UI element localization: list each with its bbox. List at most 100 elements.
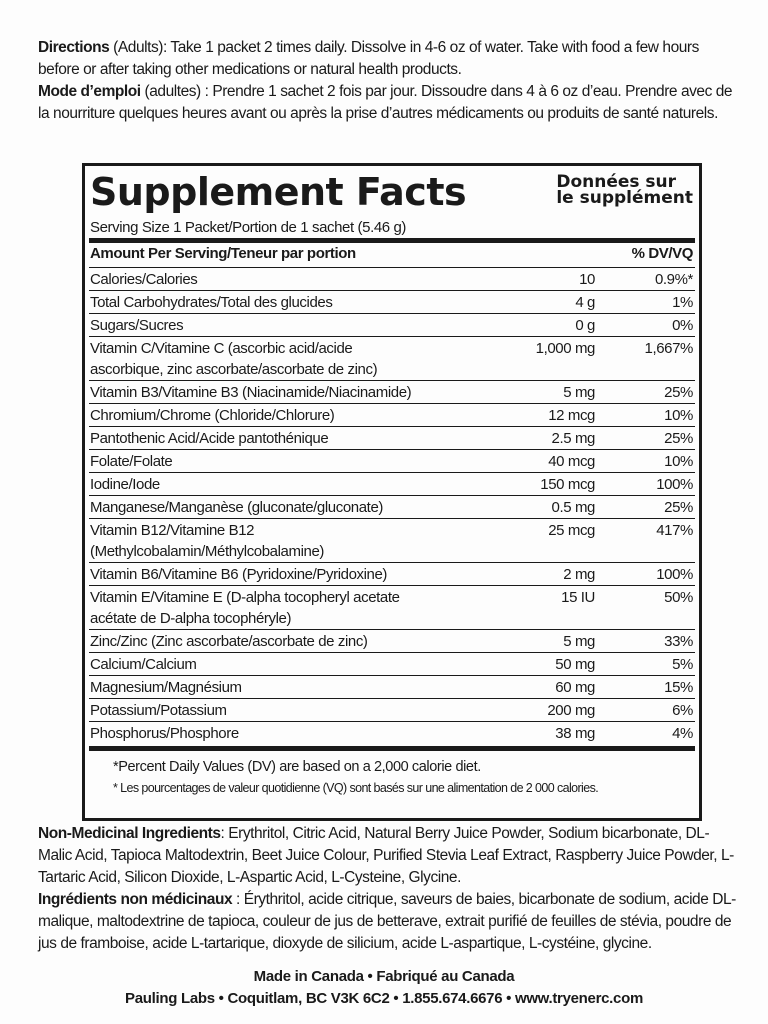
nutrient-row: Folate/Folate 40 mcg 10% xyxy=(89,449,695,472)
nutrient-name: Vitamin C/Vitamine C (ascorbic acid/acid… xyxy=(90,340,378,378)
nutrient-name: Potassium/Potassium xyxy=(90,702,227,719)
nutrient-row: Vitamin C/Vitamine C (ascorbic acid/acid… xyxy=(89,336,695,380)
nutrient-row: Zinc/Zinc (Zinc ascorbate/ascorbate de z… xyxy=(89,629,695,652)
nutrient-row: Sugars/Sucres 0 g 0% xyxy=(89,313,695,336)
footnotes: *Percent Daily Values (DV) are based on … xyxy=(113,757,599,799)
nutrient-name: Vitamin B12/Vitamine B12 (Methylcobalami… xyxy=(90,522,325,560)
nutrient-dv: 33% xyxy=(664,633,693,650)
nutrient-row: Potassium/Potassium 200 mg 6% xyxy=(89,698,695,721)
nutrient-dv: 0% xyxy=(672,317,693,334)
nutrient-name: Sugars/Sucres xyxy=(90,317,184,334)
nutrient-dv: 100% xyxy=(656,476,693,493)
nutrient-amount: 15 IU xyxy=(561,589,595,606)
nutrient-row: Manganese/Manganèse (gluconate/gluconate… xyxy=(89,495,695,518)
supplement-facts-panel: Supplement Facts Données sur le suppléme… xyxy=(82,163,702,821)
nutrient-amount: 50 mg xyxy=(555,656,595,673)
nutrient-row: Chromium/Chrome (Chloride/Chlorure) 12 mc… xyxy=(89,403,695,426)
nutrient-amount: 60 mg xyxy=(555,679,595,696)
directions-fr-text: (adultes) : Prendre 1 sachet 2 fois par … xyxy=(38,83,733,122)
nutrient-dv: 10% xyxy=(664,407,693,424)
nutrient-row: Calcium/Calcium 50 mg 5% xyxy=(89,652,695,675)
nutrient-name: Calories/Calories xyxy=(90,271,198,288)
nutrient-row: Vitamin E/Vitamine E (D-alpha tocopheryl… xyxy=(89,585,695,629)
nutrient-amount: 0 g xyxy=(575,317,595,334)
nutrient-name: Calcium/Calcium xyxy=(90,656,197,673)
facts-title-fr-line1: Données sur xyxy=(556,172,677,192)
facts-title: Supplement Facts xyxy=(90,170,467,214)
made-in: Made in Canada • Fabriqué au Canada xyxy=(253,968,515,985)
nutrient-dv: 50% xyxy=(664,589,693,606)
nutrient-dv: 417% xyxy=(656,522,693,539)
nutrient-amount: 40 mcg xyxy=(548,453,595,470)
divider xyxy=(89,238,695,243)
header-dv: % DV/VQ xyxy=(631,245,694,262)
nutrient-dv: 100% xyxy=(656,566,693,583)
nutrient-amount: 5 mg xyxy=(563,633,595,650)
nutrient-dv: 1% xyxy=(672,294,693,311)
nutrient-amount: 2 mg xyxy=(563,566,595,583)
ingredients: Non-Medicinal Ingredients: Erythritol, C… xyxy=(38,823,738,955)
nutrient-name: Vitamin E/Vitamine E (D-alpha tocopheryl… xyxy=(90,589,400,627)
ingredients-text: : Erythritol, Citric Acid, Natural Berry… xyxy=(38,825,734,886)
nutrient-table: Calories/Calories 10 0.9%* Total Carbohydra… xyxy=(89,267,695,744)
nutrient-amount: 2.5 mg xyxy=(551,430,596,447)
directions: Directions (Adults): Take 1 packet 2 tim… xyxy=(38,37,738,125)
nutrient-row: Vitamin B6/Vitamine B6 (Pyridoxine/Pyrid… xyxy=(89,562,695,585)
nutrient-name: Vitamin B3/Vitamine B3 (Niacinamide/Niac… xyxy=(90,384,412,401)
nutrient-amount: 4 g xyxy=(575,294,595,311)
nutrient-dv: 4% xyxy=(672,725,693,742)
nutrient-dv: 15% xyxy=(664,679,693,696)
nutrient-name: Vitamin B6/Vitamine B6 (Pyridoxine/Pyrid… xyxy=(90,566,388,583)
nutrient-row: Iodine/Iode 150 mcg 100% xyxy=(89,472,695,495)
nutrient-amount: 1,000 mg xyxy=(535,340,596,357)
nutrient-amount: 0.5 mg xyxy=(551,499,596,516)
nutrient-row: Vitamin B12/Vitamine B12 (Methylcobalami… xyxy=(89,518,695,562)
nutrient-amount: 200 mg xyxy=(547,702,595,719)
nutrient-name: Iodine/Iode xyxy=(90,476,160,493)
nutrient-row: Phosphorus/Phosphore 38 mg 4% xyxy=(89,721,695,744)
nutrient-row: Vitamin B3/Vitamine B3 (Niacinamide/Niac… xyxy=(89,380,695,403)
nutrient-name: Manganese/Manganèse (gluconate/gluconate… xyxy=(90,499,383,516)
nutrient-name: Chromium/Chrome (Chloride/Chlorure) xyxy=(90,407,335,424)
nutrient-row: Magnesium/Magnésium 60 mg 15% xyxy=(89,675,695,698)
nutrient-amount: 12 mcg xyxy=(548,407,595,424)
nutrient-name: Zinc/Zinc (Zinc ascorbate/ascorbate de z… xyxy=(90,633,368,650)
ingredients-fr-label: Ingrédients non médicinaux xyxy=(38,891,233,908)
nutrient-name: Total Carbohydrates/Total des glucides xyxy=(90,294,333,311)
directions-label: Directions xyxy=(38,39,110,56)
nutrient-row: Pantothenic Acid/Acide pantothénique 2.5 … xyxy=(89,426,695,449)
footnote-en: *Percent Daily Values (DV) are based on … xyxy=(113,759,481,775)
footnote-fr: * Les pourcentages de valeur quotidienne… xyxy=(113,781,599,795)
directions-text: (Adults): Take 1 packet 2 times daily. D… xyxy=(38,39,699,78)
divider xyxy=(89,746,695,751)
nutrient-name: Folate/Folate xyxy=(90,453,173,470)
facts-title-fr-line2: le supplément xyxy=(556,188,693,208)
nutrient-dv: 25% xyxy=(664,499,693,516)
nutrient-dv: 25% xyxy=(664,430,693,447)
nutrient-dv: 5% xyxy=(672,656,693,673)
nutrient-amount: 5 mg xyxy=(563,384,595,401)
facts-title-fr: Données sur le supplément xyxy=(556,172,693,208)
nutrient-amount: 150 mcg xyxy=(540,476,595,493)
nutrient-dv: 1,667% xyxy=(644,340,694,357)
facts-header: Amount Per Serving/Teneur par portion % … xyxy=(90,245,693,262)
nutrient-row: Calories/Calories 10 0.9%* xyxy=(89,267,695,290)
company-contact: Pauling Labs • Coquitlam, BC V3K 6C2 • 1… xyxy=(125,990,643,1007)
nutrient-name: Phosphorus/Phosphore xyxy=(90,725,239,742)
nutrient-name: Pantothenic Acid/Acide pantothénique xyxy=(90,430,329,447)
nutrient-row: Total Carbohydrates/Total des glucides 4 … xyxy=(89,290,695,313)
serving-size: Serving Size 1 Packet/Portion de 1 sache… xyxy=(90,219,407,236)
nutrient-name: Magnesium/Magnésium xyxy=(90,679,242,696)
ingredients-fr-text: : Érythritol, acide citrique, saveurs de… xyxy=(38,891,736,952)
nutrient-dv: 0.9%* xyxy=(654,271,693,288)
header-amount: Amount Per Serving/Teneur par portion xyxy=(90,245,356,262)
nutrient-dv: 6% xyxy=(672,702,693,719)
nutrient-amount: 25 mcg xyxy=(548,522,595,539)
nutrient-amount: 38 mg xyxy=(555,725,595,742)
nutrient-dv: 25% xyxy=(664,384,693,401)
ingredients-label: Non-Medicinal Ingredients xyxy=(38,825,221,842)
nutrient-dv: 10% xyxy=(664,453,693,470)
nutrient-amount: 10 xyxy=(579,271,595,288)
manufacturer-info: Made in Canada • Fabriqué au Canada Paul… xyxy=(0,966,768,1010)
